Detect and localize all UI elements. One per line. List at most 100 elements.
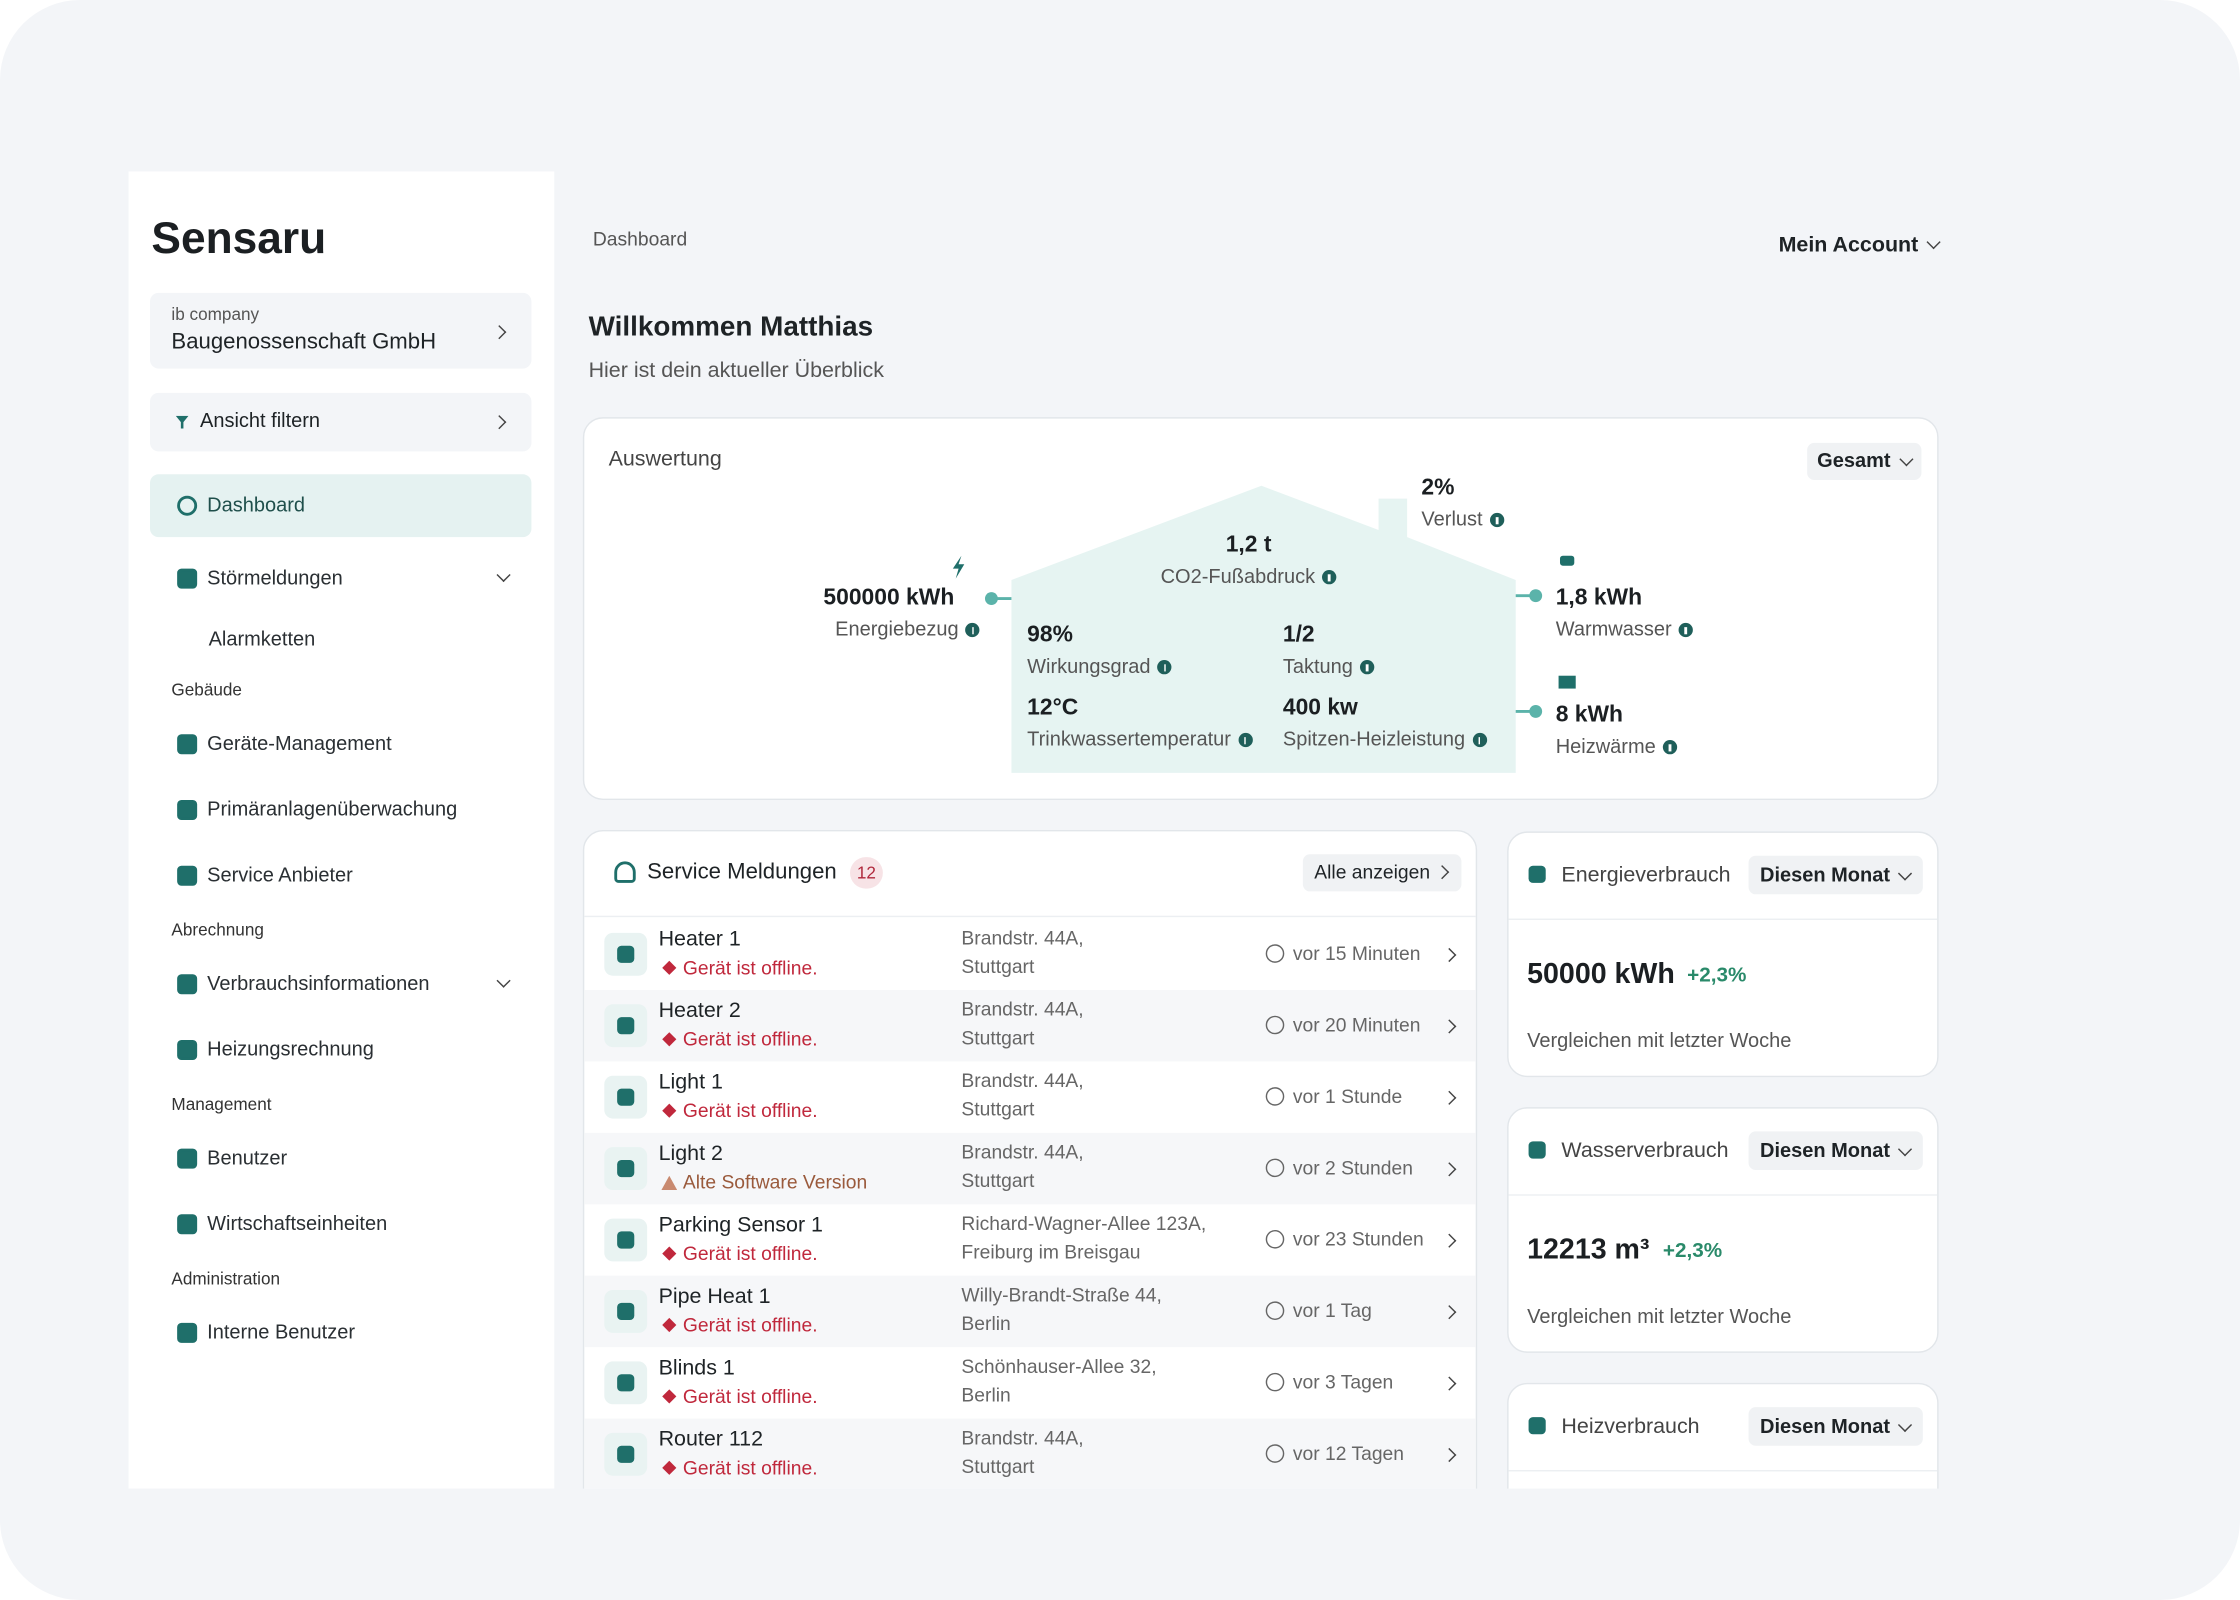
info-icon — [1360, 660, 1375, 675]
filter-button[interactable] — [149, 392, 532, 452]
main-content: Dashboard Mein Account Willkommen Matthias… — [554, 171, 1983, 1489]
clock-icon — [1265, 1015, 1285, 1035]
nav-item[interactable]: Heizungsrechnung — [207, 1037, 374, 1061]
icon — [617, 945, 635, 963]
metric-label: Energiebezug — [835, 617, 959, 641]
divider — [1508, 1469, 1938, 1472]
address-line: Stuttgart — [961, 1097, 1035, 1120]
info-icon — [1678, 623, 1694, 638]
account-menu[interactable]: Mein Account — [1778, 232, 1919, 257]
icon — [1528, 1417, 1546, 1435]
divider — [1508, 918, 1938, 920]
period-label: Diesen Monat — [1759, 1138, 1891, 1162]
metric-value: 8 kWh — [1555, 702, 1624, 727]
address-line: Berlin — [961, 1312, 1011, 1334]
info-icon — [1662, 740, 1678, 755]
nav-item[interactable]: Dashboard — [207, 493, 305, 516]
nav-item[interactable]: Primäranlagenüberwachung — [207, 797, 458, 821]
connector-dot — [1529, 704, 1543, 718]
event-time: vor 3 Tagen — [1292, 1370, 1394, 1393]
period-select[interactable] — [1748, 1131, 1923, 1170]
nav-item[interactable]: Geräte-Management — [207, 731, 392, 755]
address-line: Willy-Brandt-Straße 44, — [961, 1283, 1162, 1306]
service-count: 12 — [856, 862, 876, 883]
address-line: Stuttgart — [961, 1455, 1035, 1477]
icon — [617, 1374, 635, 1392]
metric-label-wrap: Verlust — [1421, 506, 1505, 534]
table-row[interactable] — [584, 1275, 1476, 1348]
company-name: Baugenossenschaft GmbH — [171, 330, 437, 355]
icon — [617, 1445, 635, 1463]
service-icon — [614, 861, 636, 883]
address-line: Brandstr. 44A, — [961, 1069, 1084, 1091]
overview-filter-label: Gesamt — [1817, 448, 1891, 472]
table-row[interactable] — [584, 989, 1476, 1062]
nav-item[interactable]: Interne Benutzer — [207, 1320, 356, 1344]
overview-filter[interactable] — [1807, 442, 1922, 480]
icon — [617, 1302, 635, 1320]
consumption-title: Wasserverbrauch — [1561, 1137, 1729, 1163]
nav-icon — [177, 865, 198, 886]
service-title: Service Meldungen — [647, 860, 837, 885]
device-status: Gerät ist offline. — [682, 1099, 818, 1121]
metric-label: CO2-Fußabdruck — [1160, 564, 1316, 588]
metric-value: 1,8 kWh — [1555, 585, 1643, 610]
sidebar — [128, 171, 555, 1489]
consumption-note: Vergleichen mit letzter Woche — [1527, 1304, 1792, 1328]
metric-value: 400 kw — [1282, 695, 1358, 720]
table-row[interactable] — [584, 1418, 1476, 1489]
clock-icon — [1265, 1372, 1285, 1392]
event-time: vor 15 Minuten — [1292, 942, 1421, 964]
divider — [584, 915, 1476, 918]
consumption-title: Energieverbrauch — [1561, 862, 1731, 887]
logo: Sensaru — [151, 213, 327, 264]
icon — [617, 1017, 635, 1035]
divider — [1508, 1194, 1938, 1196]
filter-label: Ansicht filtern — [199, 408, 321, 432]
metric-value: 500000 kWh — [823, 585, 955, 610]
period-select[interactable] — [1748, 1407, 1923, 1446]
nav-item[interactable]: Wirtschaftseinheiten — [207, 1211, 388, 1235]
consumption-value: 12213 m³ — [1527, 1234, 1650, 1266]
nav-subitem[interactable]: Alarmketten — [208, 627, 316, 651]
address-line: Stuttgart — [961, 1169, 1035, 1191]
nav-item[interactable]: Service Anbieter — [207, 863, 353, 886]
count-badge — [849, 857, 883, 889]
clock-icon — [1265, 1301, 1285, 1320]
nav-item[interactable]: Störmeldungen — [207, 565, 343, 589]
icon — [1528, 1141, 1546, 1159]
nav-heading: Administration — [171, 1267, 281, 1288]
nav-heading: Management — [171, 1093, 272, 1114]
show-all-button[interactable] — [1302, 854, 1462, 892]
address-line: Berlin — [961, 1383, 1011, 1406]
device-status: Gerät ist offline. — [682, 1385, 818, 1407]
address-line: Richard-Wagner-Allee 123A, — [961, 1212, 1207, 1234]
nav-item[interactable]: Benutzer — [207, 1145, 288, 1169]
address-line: Stuttgart — [961, 1026, 1035, 1048]
house-illustration — [952, 485, 1576, 773]
metric-label: Taktung — [1282, 654, 1353, 678]
connector-dot — [1529, 589, 1543, 603]
address-line: Brandstr. 44A, — [961, 997, 1084, 1020]
address-line: Stuttgart — [961, 955, 1035, 977]
metric-value: 98% — [1027, 622, 1073, 647]
consumption-value: 50000 kWh — [1527, 958, 1675, 990]
company-label: ib company — [171, 303, 260, 324]
period-label: Diesen Monat — [1759, 863, 1891, 886]
company-selector[interactable] — [149, 292, 532, 369]
info-icon — [965, 623, 980, 638]
icon — [1528, 865, 1546, 883]
nav-active-bg[interactable] — [149, 474, 532, 538]
event-time: vor 2 Stunden — [1292, 1156, 1413, 1178]
period-select[interactable] — [1748, 855, 1923, 895]
table-row[interactable] — [584, 1132, 1476, 1205]
show-all-label: Alle anzeigen — [1314, 860, 1431, 883]
consumption-change: +2,3% — [1662, 1239, 1723, 1263]
radiator-icon — [1558, 675, 1576, 689]
nav-item[interactable]: Verbrauchsinformationen — [207, 971, 430, 995]
address-line: Schönhauser-Allee 32, — [961, 1355, 1157, 1377]
icon — [617, 1159, 635, 1178]
info-icon — [1472, 733, 1487, 748]
consumption-title: Heizverbrauch — [1561, 1413, 1700, 1438]
